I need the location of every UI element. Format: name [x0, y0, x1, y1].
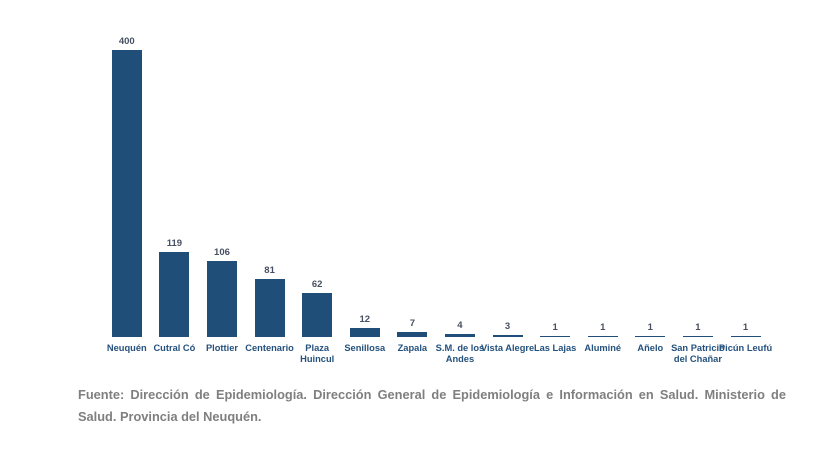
- bar-value-label: 106: [214, 246, 230, 258]
- bar-group: 4 S.M. de los Andes: [435, 30, 485, 365]
- category-label: Neuquén: [106, 343, 147, 353]
- bar: [492, 334, 523, 337]
- category-label: Vista Alegre: [480, 343, 535, 353]
- category-label: Centenario: [245, 343, 294, 353]
- bar-value-label: 12: [359, 314, 371, 326]
- bar-value-label: 400: [118, 36, 135, 47]
- source-note-line-1: Fuente: Dirección de Epidemiología. Dire…: [78, 387, 786, 402]
- category-label: Senillosa: [344, 343, 386, 353]
- bar-value-label: 62: [311, 278, 323, 290]
- bar-group: 3 Vista Alegre: [480, 30, 535, 365]
- source-note-line-2: Salud. Provincia del Neuquén.: [78, 409, 262, 424]
- category-label: Zapala: [397, 343, 428, 353]
- bar: [730, 336, 761, 337]
- bar-area: 1: [730, 30, 761, 337]
- category-label: Las Lajas: [533, 343, 577, 353]
- bar-group: 400 Neuquén: [103, 30, 151, 365]
- bar-area: 62: [302, 30, 333, 337]
- bar: [349, 328, 380, 337]
- bar-group: 1 Añelo: [627, 30, 675, 365]
- bar-value-label: 119: [166, 237, 183, 249]
- category-label: Plottier: [205, 343, 238, 353]
- bar-area: 4: [444, 30, 475, 337]
- bar: [254, 278, 285, 337]
- bar: [111, 50, 142, 337]
- bar-area: 12: [349, 30, 380, 337]
- bar: [397, 331, 428, 337]
- bar-group: 1 Picún Leufú: [718, 30, 773, 365]
- bar-value-label: 1: [742, 322, 749, 334]
- category-label: Aluminé: [584, 343, 622, 353]
- bar-area: 1: [587, 30, 618, 337]
- chart-plot-area: 400 Neuquén 119 Cutral Có 106 Plottier 81 Cente…: [103, 30, 773, 365]
- bar-area: 106: [206, 30, 237, 337]
- bar-area: 1: [682, 30, 713, 337]
- bar-value-label: 1: [600, 322, 606, 334]
- bar-group: 7 Zapala: [389, 30, 437, 365]
- bar-area: 1: [540, 30, 571, 337]
- bar-group: 62 Plaza Huincul: [293, 30, 341, 365]
- bar: [302, 292, 333, 337]
- bar-chart: 400 Neuquén 119 Cutral Có 106 Plottier 81 Cente…: [103, 30, 773, 365]
- bar-value-label: 1: [695, 322, 701, 334]
- bar: [206, 260, 237, 337]
- bar-group: 106 Plottier: [198, 30, 246, 365]
- bar: [635, 336, 666, 337]
- bar-area: 400: [111, 30, 142, 337]
- bar-group: 81 Centenario: [245, 30, 294, 365]
- bar-area: 3: [492, 30, 523, 337]
- bar-area: 81: [254, 30, 285, 337]
- category-label: Cutral Có: [153, 343, 196, 353]
- bar-group: 119 Cutral Có: [151, 30, 199, 365]
- source-note: Fuente: Dirección de Epidemiología. Dire…: [78, 384, 786, 428]
- bar-value-label: 4: [457, 320, 463, 332]
- bar-group: 1 Aluminé: [579, 30, 627, 365]
- bar-value-label: 1: [647, 322, 653, 334]
- bar: [682, 336, 713, 337]
- bar-value-label: 7: [409, 317, 415, 329]
- bar-value-label: 3: [504, 320, 511, 332]
- category-label: S.M. de los Andes: [435, 343, 485, 364]
- bar-area: 1: [635, 30, 666, 337]
- bar: [444, 334, 475, 337]
- bar-group: 1 San Patricio del Chañar: [671, 30, 725, 365]
- bar-value-label: 1: [552, 322, 558, 334]
- bar-value-label: 81: [264, 264, 275, 276]
- category-label: Picún Leufú: [718, 343, 773, 353]
- bar-area: 119: [159, 30, 190, 337]
- category-label: Añelo: [637, 343, 664, 353]
- bar-group: 12 Senillosa: [341, 30, 389, 365]
- bar: [159, 251, 190, 337]
- bar: [540, 336, 571, 337]
- bar: [587, 336, 618, 337]
- bar-area: 7: [397, 30, 428, 337]
- category-label: San Patricio del Chañar: [671, 343, 725, 364]
- category-label: Plaza Huincul: [300, 343, 335, 364]
- bar-group: 1 Las Lajas: [531, 30, 579, 365]
